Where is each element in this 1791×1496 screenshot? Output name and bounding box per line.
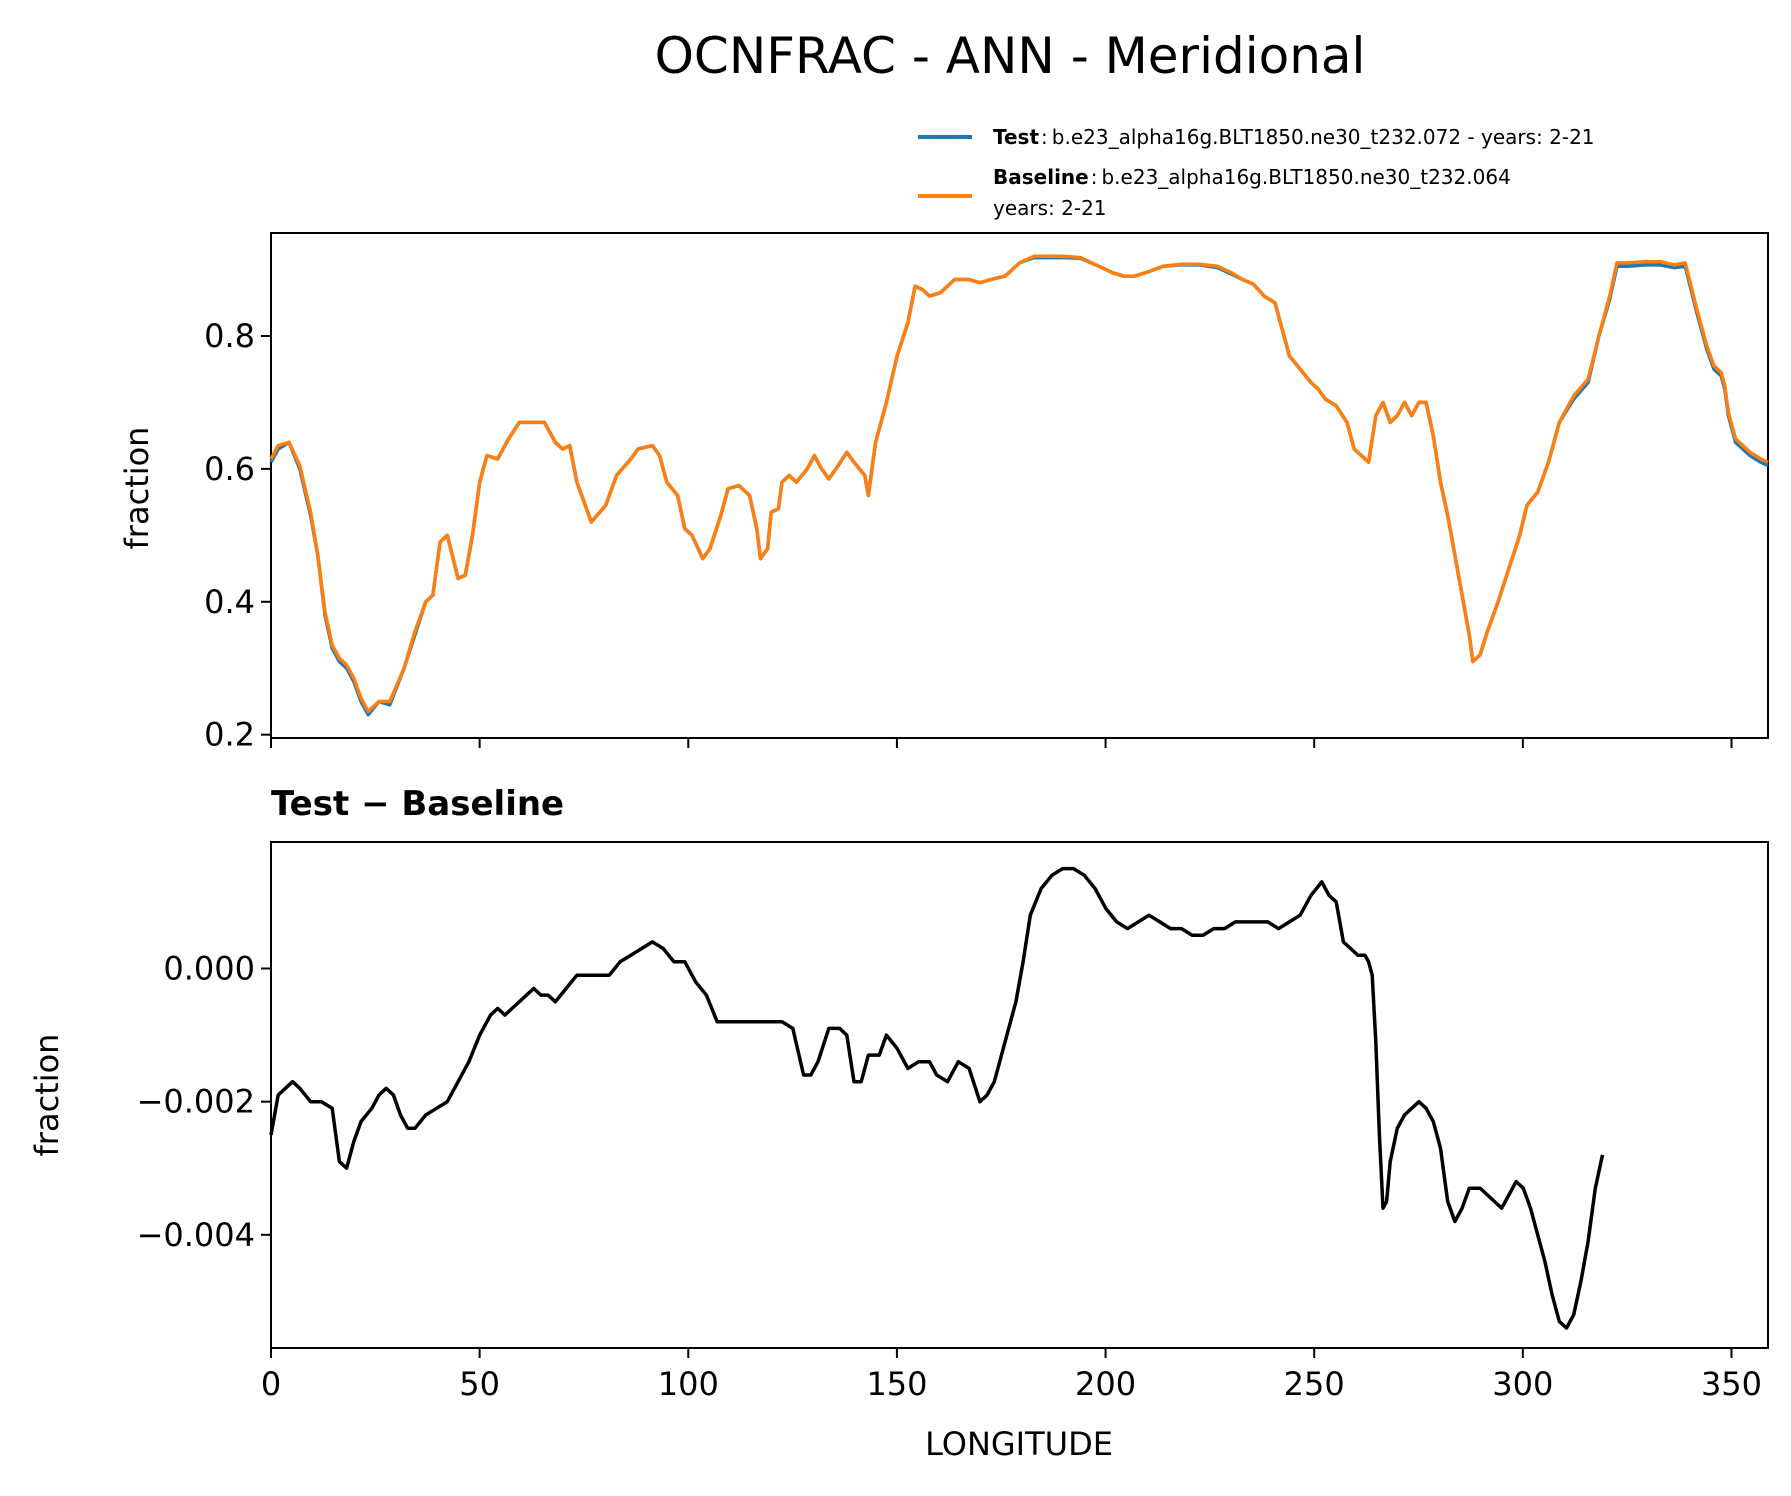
diff-plot-frame [270,841,1769,1349]
legend-entry-test: Test: b.e23_alpha16g.BLT1850.ne30_t232.07… [993,125,1595,149]
main-ytick-label: 0.6 [204,450,255,488]
xtick-label: 200 [1075,1365,1136,1403]
main-panel: 0.2 0.4 0.6 0.8 fraction [118,232,1769,754]
xtick-label: 350 [1701,1365,1762,1403]
main-y-axis-label: fraction [118,427,156,550]
diff-ytick-label: −0.004 [137,1216,255,1254]
xtick-label: 100 [658,1365,719,1403]
series-diff-line [269,866,1605,1330]
main-y-axis: 0.2 0.4 0.6 0.8 [204,317,271,754]
xtick-label: 300 [1492,1365,1553,1403]
main-ytick-label: 0.8 [204,317,255,355]
main-ytick-label: 0.2 [204,716,255,754]
diff-ytick-label: 0.000 [163,950,255,988]
x-axis-label: LONGITUDE [925,1425,1113,1463]
legend-entry-baseline: Baseline: b.e23_alpha16g.BLT1850.ne30_t23… [993,165,1511,189]
xtick-label: 250 [1284,1365,1345,1403]
diff-x-axis: 0 50 100 150 200 250 300 350 [261,1348,1762,1403]
legend-entry-baseline-line2: years: 2-21 [993,196,1107,220]
series-baseline-line [269,254,1769,714]
diff-panel-subtitle: Test − Baseline [271,784,564,824]
chart-title: OCNFRAC - ANN - Meridional [655,27,1366,85]
xtick-label: 0 [261,1365,281,1403]
xtick-label: 150 [866,1365,927,1403]
diff-panel: Test − Baseline 0.000 −0.002 −0.004 0 50 100… [28,784,1769,1463]
diff-y-axis: 0.000 −0.002 −0.004 [137,950,271,1254]
main-plot-frame [270,232,1769,739]
main-x-axis [270,738,1733,748]
diff-ytick-label: −0.002 [137,1083,255,1121]
diff-y-axis-label: fraction [28,1034,66,1157]
legend: Test: b.e23_alpha16g.BLT1850.ne30_t232.07… [918,125,1595,220]
xtick-label: 50 [459,1365,500,1403]
main-ytick-label: 0.4 [204,583,255,621]
